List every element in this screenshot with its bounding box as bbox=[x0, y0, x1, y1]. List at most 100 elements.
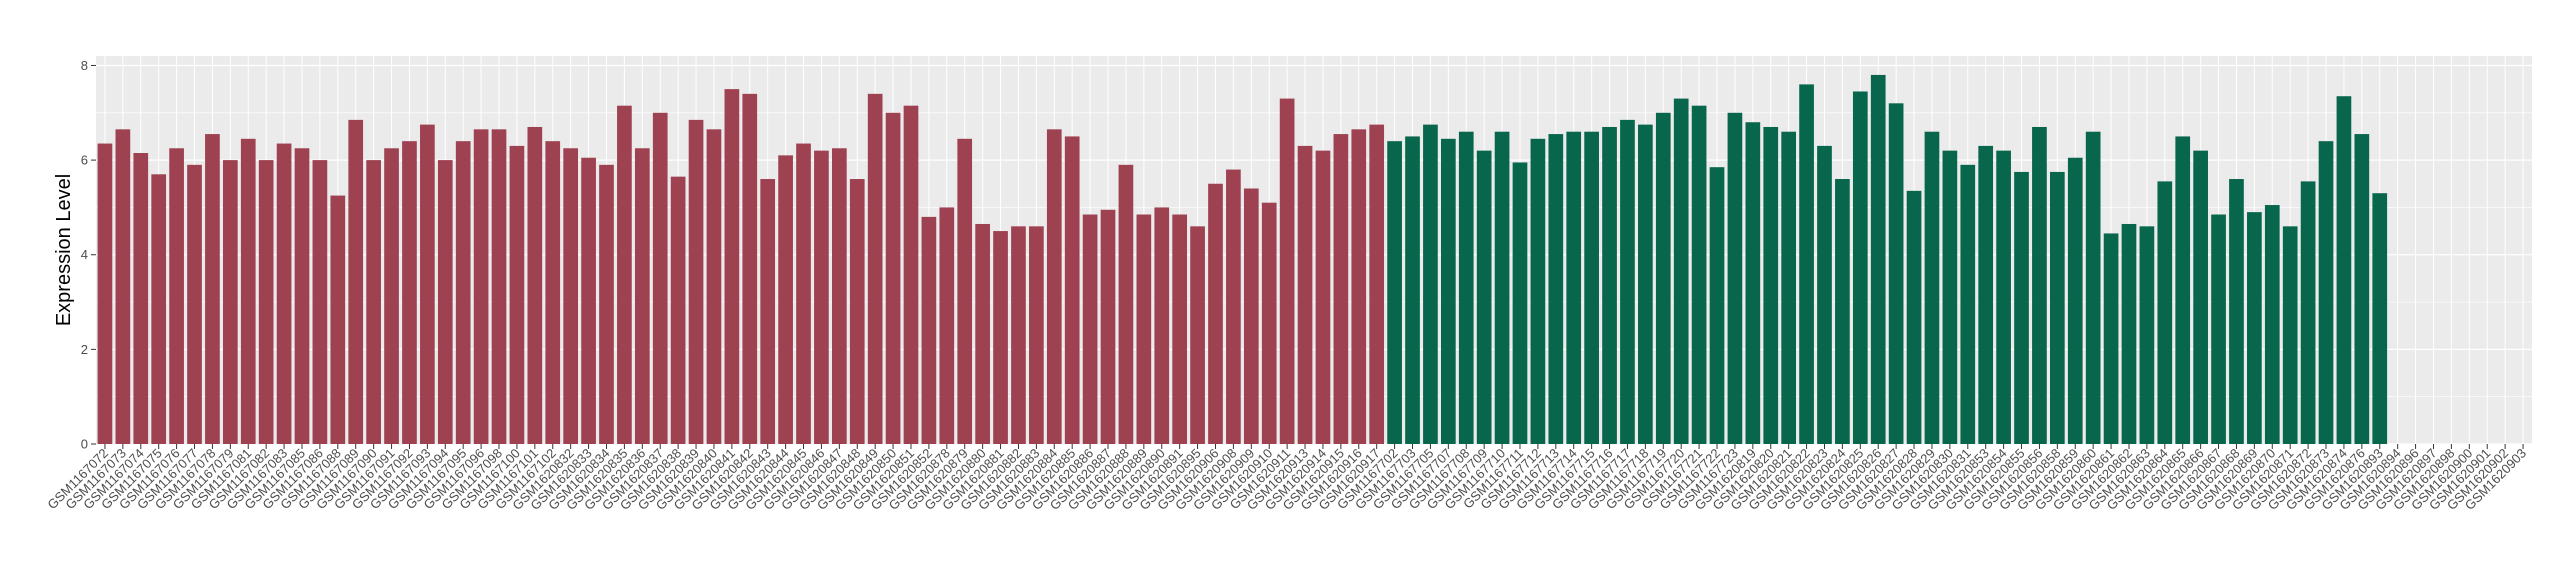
bar bbox=[115, 129, 131, 444]
y-tick-label: 0 bbox=[81, 437, 88, 452]
bar bbox=[939, 207, 955, 444]
bar bbox=[1978, 145, 1994, 444]
y-tick-label: 6 bbox=[81, 153, 88, 168]
bar bbox=[1243, 188, 1259, 444]
bar bbox=[652, 112, 668, 444]
bar bbox=[1494, 131, 1510, 444]
bar bbox=[169, 148, 184, 444]
bar bbox=[1655, 112, 1671, 444]
bar bbox=[1906, 190, 1922, 444]
bar bbox=[1333, 134, 1349, 444]
bar bbox=[2247, 212, 2262, 444]
bar bbox=[1566, 131, 1582, 444]
bar bbox=[1440, 138, 1456, 444]
bar bbox=[617, 105, 632, 445]
bar bbox=[2354, 134, 2370, 444]
bar bbox=[724, 89, 740, 444]
bar bbox=[2336, 96, 2352, 444]
bar bbox=[1584, 131, 1599, 444]
bar bbox=[527, 126, 543, 444]
bar bbox=[2211, 214, 2226, 444]
bar bbox=[1727, 112, 1743, 444]
bar bbox=[258, 160, 274, 444]
bar bbox=[2032, 126, 2047, 444]
bar bbox=[796, 143, 811, 444]
bar bbox=[1064, 136, 1080, 444]
bar bbox=[2300, 181, 2316, 444]
bar bbox=[1261, 202, 1277, 444]
bar bbox=[366, 160, 381, 444]
bar bbox=[760, 179, 776, 444]
bar bbox=[2085, 131, 2101, 444]
bar bbox=[1745, 122, 1761, 445]
bars bbox=[97, 74, 2388, 445]
bar bbox=[97, 143, 113, 444]
bar bbox=[1602, 126, 1617, 444]
y-tick-label: 4 bbox=[81, 247, 88, 262]
bar bbox=[187, 164, 202, 444]
bar bbox=[276, 143, 292, 444]
bar bbox=[473, 129, 489, 444]
bar bbox=[1118, 164, 1134, 444]
bar bbox=[2282, 226, 2298, 444]
bar bbox=[1029, 226, 1044, 444]
bar bbox=[2318, 141, 2334, 445]
bar bbox=[1100, 209, 1116, 444]
bar bbox=[2014, 171, 2029, 445]
bar bbox=[1960, 164, 1976, 444]
x-axis: GSM1167072GSM1167073GSM1167074GSM1167075… bbox=[44, 444, 2529, 513]
bar bbox=[1190, 226, 1205, 444]
bar bbox=[2264, 205, 2280, 444]
bar bbox=[867, 93, 883, 444]
bar bbox=[1369, 124, 1385, 445]
bar bbox=[1781, 131, 1797, 444]
bar bbox=[294, 148, 310, 444]
bar bbox=[1924, 131, 1940, 444]
bar bbox=[849, 179, 865, 444]
bar bbox=[2139, 226, 2155, 444]
bar bbox=[2103, 233, 2119, 444]
bar bbox=[312, 160, 328, 444]
bar bbox=[1835, 179, 1850, 444]
bar bbox=[742, 93, 758, 444]
bar bbox=[420, 124, 435, 445]
bar bbox=[957, 138, 973, 444]
bar bbox=[384, 148, 399, 444]
bar bbox=[2372, 193, 2388, 444]
bar bbox=[1154, 207, 1170, 444]
bar bbox=[1548, 134, 1564, 444]
bar bbox=[581, 157, 596, 445]
bar bbox=[1136, 214, 1152, 444]
bar bbox=[1638, 124, 1653, 445]
bar bbox=[921, 216, 937, 444]
bar bbox=[1476, 150, 1492, 444]
bar bbox=[455, 141, 471, 445]
bar bbox=[688, 119, 704, 444]
bar bbox=[885, 112, 901, 444]
y-tick-label: 2 bbox=[81, 342, 88, 357]
bar bbox=[1817, 145, 1832, 444]
bar bbox=[2175, 136, 2191, 444]
bar bbox=[545, 141, 561, 445]
bar bbox=[563, 148, 579, 444]
bar bbox=[1405, 136, 1420, 444]
bar bbox=[706, 129, 722, 444]
bar bbox=[778, 155, 793, 445]
bar bbox=[205, 134, 220, 444]
bar bbox=[1942, 150, 1958, 444]
bar bbox=[437, 160, 453, 444]
bar bbox=[1709, 167, 1725, 444]
bar bbox=[1852, 91, 1868, 445]
bar bbox=[509, 145, 525, 444]
bar bbox=[1530, 138, 1546, 444]
bar bbox=[402, 141, 417, 445]
bar bbox=[599, 164, 614, 444]
y-axis-title: Expression Level bbox=[53, 174, 75, 326]
bar bbox=[814, 150, 829, 444]
bar bbox=[1512, 162, 1528, 444]
bar bbox=[1763, 126, 1779, 444]
bar bbox=[330, 195, 346, 444]
bar bbox=[670, 176, 686, 444]
bar bbox=[2067, 157, 2083, 445]
